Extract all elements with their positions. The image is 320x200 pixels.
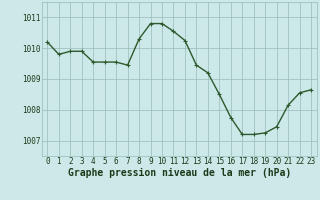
X-axis label: Graphe pression niveau de la mer (hPa): Graphe pression niveau de la mer (hPa): [68, 168, 291, 178]
